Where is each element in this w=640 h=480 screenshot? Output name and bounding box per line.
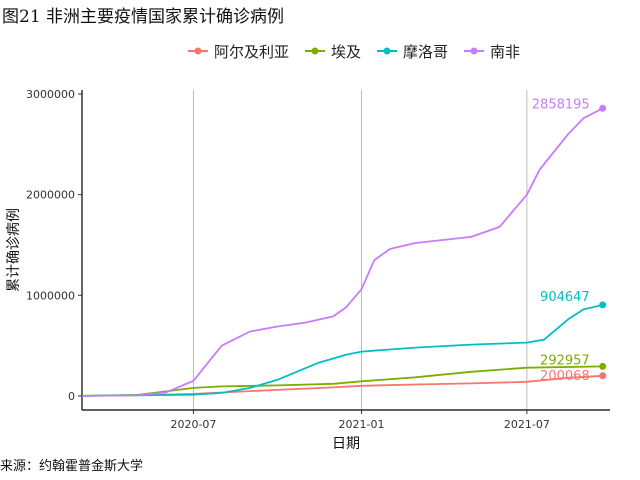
legend-key-0 <box>188 47 208 55</box>
legend-item-0: 阿尔及利亚 <box>186 41 289 62</box>
figure-title: 图21 非洲主要疫情国家累计确诊病例 <box>2 7 285 27</box>
y-tick-label-2: 2000000 <box>26 189 75 202</box>
series-end-label-0: 200068 <box>540 369 590 384</box>
series-end-label-1: 292957 <box>540 353 590 368</box>
legend-label-3: 南非 <box>490 42 521 61</box>
y-tick-label-0: 0 <box>68 390 75 403</box>
series-line-2 <box>81 304 603 397</box>
legend-label-1: 埃及 <box>331 42 362 61</box>
legend-item-1: 埃及 <box>303 41 361 62</box>
series-line-1 <box>81 365 603 397</box>
y-tick-label-1: 1000000 <box>26 289 75 302</box>
series-end-point-0 <box>599 372 607 380</box>
source-note: 来源：约翰霍普金斯大学 <box>0 459 144 474</box>
chart-legend: 阿尔及利亚 埃及 摩洛哥 南非 <box>186 40 534 62</box>
legend-item-3: 南非 <box>462 41 520 62</box>
y-axis-title: 累计确诊病例 <box>6 208 22 292</box>
series-line-3 <box>81 107 604 397</box>
legend-label-0: 阿尔及利亚 <box>214 42 290 61</box>
y-tick-label-3: 3000000 <box>26 88 75 101</box>
legend-label-2: 摩洛哥 <box>403 42 449 61</box>
legend-key-3 <box>464 47 485 55</box>
legend-item-2: 摩洛哥 <box>375 41 448 62</box>
series-end-label-3: 2858195 <box>532 97 590 112</box>
series-end-point-3 <box>599 104 607 112</box>
series-end-point-1 <box>599 362 607 370</box>
x-tick-label-1: 2021-01 <box>339 418 385 431</box>
legend-key-1 <box>305 47 326 55</box>
x-axis-title: 日期 <box>332 436 360 452</box>
x-tick-label-0: 2020-07 <box>170 418 216 431</box>
x-tick-label-2: 2021-07 <box>504 418 550 431</box>
legend-key-2 <box>377 47 398 55</box>
series-end-label-2: 904647 <box>540 290 590 305</box>
series-end-point-2 <box>599 301 607 309</box>
